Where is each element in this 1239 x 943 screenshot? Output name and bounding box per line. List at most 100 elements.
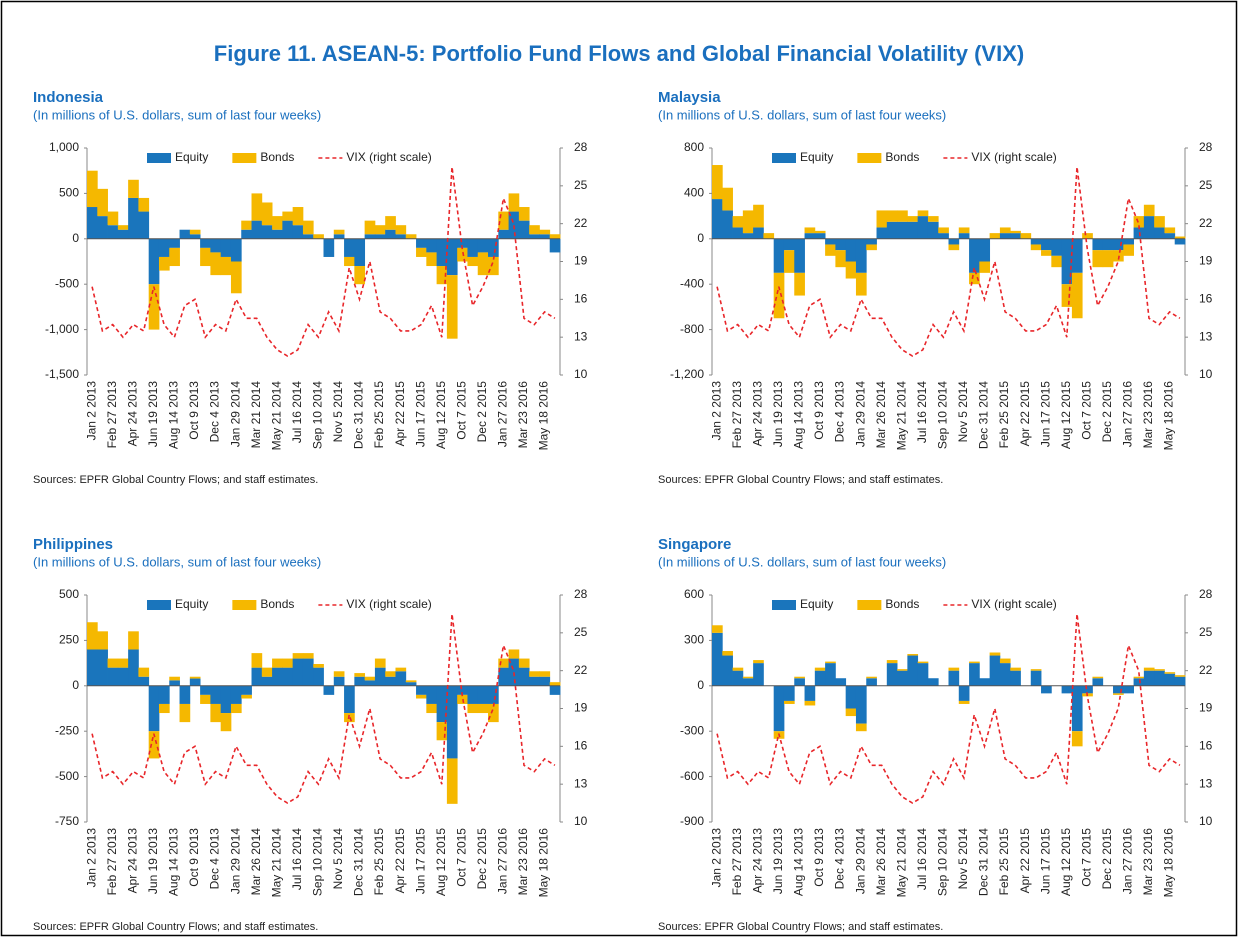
x-tick-label: Dec 31 2014 <box>352 828 366 896</box>
bar-segment <box>732 227 744 239</box>
chart-subtitle: (In millions of U.S. dollars, sum of las… <box>33 554 321 569</box>
bar-segment <box>261 667 273 677</box>
y2-tick-label: 28 <box>1199 587 1213 601</box>
bar-segment <box>907 655 919 686</box>
bar-segment <box>179 685 191 704</box>
figure-title: Figure 11. ASEAN-5: Portfolio Fund Flows… <box>214 41 1024 66</box>
bar-segment <box>241 694 252 699</box>
bar-segment <box>416 238 427 248</box>
bar-segment <box>855 272 867 296</box>
bar-segment <box>498 211 509 230</box>
bar-segment <box>200 238 211 248</box>
bar-segment <box>1154 670 1165 686</box>
bar-segment <box>354 673 366 677</box>
bar-segment <box>364 220 376 235</box>
bar-segment <box>117 229 129 239</box>
y-tick-label: 0 <box>697 231 704 245</box>
bar-segment <box>385 216 396 230</box>
chart-subtitle: (In millions of U.S. dollars, sum of las… <box>658 554 946 569</box>
legend-label: Equity <box>800 150 833 164</box>
bar-segment <box>1174 675 1186 677</box>
legend-label: Equity <box>175 150 208 164</box>
bar-segment <box>220 685 232 714</box>
y-tick-label: -250 <box>55 723 79 737</box>
bar-segment <box>364 234 376 239</box>
bar-segment <box>230 238 242 262</box>
bar-segment <box>138 667 150 677</box>
bar-segment <box>302 220 314 235</box>
bar-segment <box>158 256 170 271</box>
bar-segment <box>488 703 499 723</box>
bar-segment <box>1010 670 1021 686</box>
bar-segment <box>241 685 252 695</box>
x-tick-label: Mar 23 2016 <box>516 828 530 896</box>
bar-segment <box>230 261 242 294</box>
bar-segment <box>1133 216 1145 228</box>
bar-segment <box>87 622 98 650</box>
bar-segment <box>261 676 273 686</box>
x-tick-label: Aug 12 2015 <box>434 828 448 896</box>
bar-segment <box>969 238 980 273</box>
bar-segment <box>148 284 160 330</box>
x-tick-label: Jan 27 2016 <box>496 828 510 894</box>
bar-segment <box>1071 238 1083 273</box>
bar-segment <box>866 678 877 686</box>
bar-segment <box>1061 238 1073 285</box>
bar-segment <box>989 652 1001 656</box>
bar-segment <box>742 210 754 234</box>
bar-segment <box>344 685 355 714</box>
legend-label: VIX (right scale) <box>971 150 1056 164</box>
x-tick-label: Feb 27 2013 <box>105 828 119 896</box>
x-tick-label: Feb 25 2015 <box>997 828 1011 896</box>
x-tick-label: Dec 31 2014 <box>977 828 991 896</box>
bar-segment <box>549 234 561 239</box>
bar-segment <box>117 225 129 230</box>
bar-segment <box>405 234 417 239</box>
x-tick-label: Feb 27 2013 <box>105 381 119 449</box>
bar-segment <box>989 655 1001 686</box>
chart-subtitle: (In millions of U.S. dollars, sum of las… <box>658 107 946 122</box>
bar-segment <box>395 225 407 235</box>
bar-segment <box>958 233 970 239</box>
bar-segment <box>1113 238 1124 251</box>
bar-segment <box>364 676 376 681</box>
legend-swatch <box>232 600 257 610</box>
x-tick-label: Nov 5 2014 <box>956 828 970 890</box>
x-tick-label: May 18 2016 <box>1162 828 1176 898</box>
x-tick-label: May 21 2014 <box>894 828 908 898</box>
bar-segment <box>416 694 427 699</box>
bar-segment <box>927 678 939 686</box>
x-tick-label: May 21 2014 <box>894 381 908 451</box>
bar-segment <box>814 230 826 234</box>
bar-segment <box>230 703 242 714</box>
bar-segment <box>261 225 273 239</box>
bar-segment <box>128 179 139 198</box>
source-note: Sources: EPFR Global Country Flows; and … <box>33 474 318 486</box>
x-tick-label: Dec 4 2013 <box>833 828 847 890</box>
bar-segment <box>549 682 561 686</box>
bar-segment <box>732 216 744 228</box>
bar-segment <box>1092 250 1104 268</box>
bar-segment <box>948 667 960 671</box>
y2-tick-label: 16 <box>574 739 588 753</box>
bar-segment <box>261 202 273 226</box>
y-tick-label: 600 <box>684 587 704 601</box>
x-tick-label: Sep 10 2014 <box>936 828 950 896</box>
x-tick-label: Oct 7 2015 <box>1079 828 1093 887</box>
x-tick-label: Apr 24 2013 <box>125 381 139 447</box>
bar-segment <box>282 667 294 686</box>
bar-segment <box>979 238 991 262</box>
bar-segment <box>773 685 785 732</box>
x-tick-label: Dec 4 2013 <box>833 381 847 443</box>
bar-segment <box>1143 670 1155 686</box>
legend-label: Equity <box>800 597 833 611</box>
x-tick-label: Apr 22 2015 <box>1018 381 1032 447</box>
bar-segment <box>107 225 119 239</box>
bar-segment <box>907 221 919 239</box>
bar-segment <box>272 658 283 668</box>
bar-segment <box>783 685 795 701</box>
y-tick-label: -900 <box>680 814 704 828</box>
bar-segment <box>179 703 191 723</box>
bar-segment <box>969 661 980 664</box>
